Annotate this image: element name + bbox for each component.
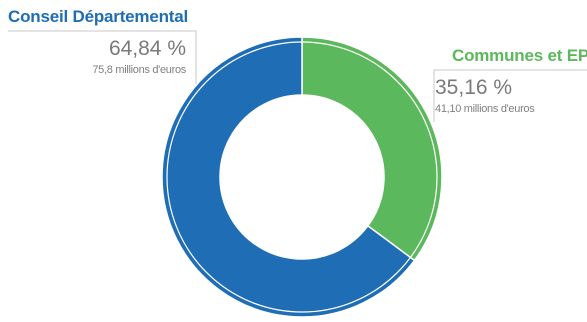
- series-name-communes-epci: Communes et EPCI: [452, 46, 587, 65]
- slice-communes-epci: [301, 36, 443, 262]
- series-name-conseil-departemental: Conseil Départemental: [8, 7, 189, 26]
- leader-lines: [8, 30, 587, 122]
- label-conseil-departemental: Conseil Départemental 64,84 % 75,8 milli…: [8, 7, 198, 76]
- amount-communes-epci: 41,10 millions d'euros: [435, 103, 535, 115]
- leader-line-conseil-departemental: [8, 30, 197, 96]
- inner-white-ring: [166, 41, 438, 313]
- amount-conseil-departemental: 75,8 millions d'euros: [92, 64, 186, 76]
- slice-conseil-departemental: [161, 36, 416, 318]
- percent-conseil-departemental: 64,84 %: [108, 37, 186, 60]
- leader-line-communes-epci: [433, 69, 587, 122]
- percent-communes-epci: 35,16 %: [435, 76, 513, 99]
- donut-slices: [161, 36, 443, 318]
